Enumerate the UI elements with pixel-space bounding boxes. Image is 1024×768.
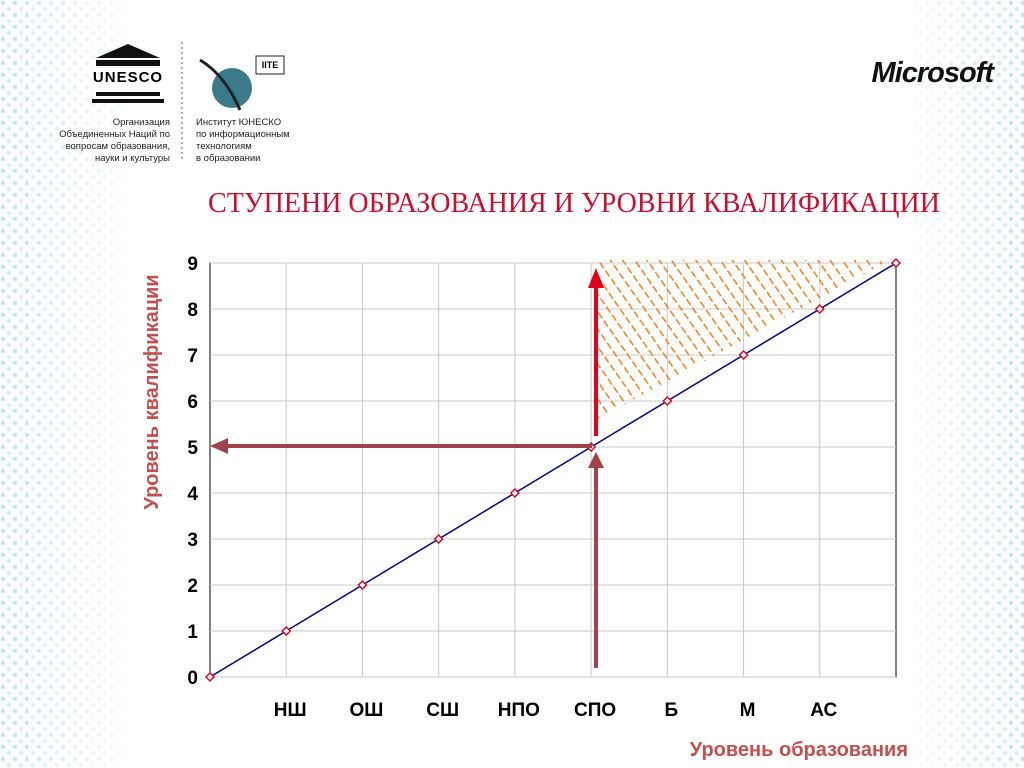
y-tick-label: 5 — [187, 438, 198, 459]
org-line: науки и культуры — [95, 153, 170, 164]
chart-title: СТУПЕНИ ОБРАЗОВАНИЯ И УРОВНИ КВАЛИФИКАЦИ… — [208, 188, 940, 219]
x-tick-label: М — [740, 700, 756, 721]
arrow-head — [588, 452, 604, 468]
y-tick-label: 9 — [187, 254, 198, 275]
x-tick-label: СШ — [426, 700, 459, 721]
point-marker — [281, 625, 292, 637]
org-line: технологиям — [196, 141, 252, 152]
annotations — [210, 260, 890, 668]
microsoft-logo: Microsoft — [872, 57, 996, 89]
series-line — [209, 262, 897, 678]
x-tick-label: НШ — [274, 700, 307, 721]
org-line: по информационным — [196, 129, 290, 140]
x-tick-label: Б — [665, 700, 679, 721]
y-tick-label: 3 — [187, 530, 198, 551]
x-tick-label: ОШ — [350, 700, 384, 721]
y-tick-label: 7 — [187, 346, 198, 367]
y-tick-label: 6 — [187, 392, 198, 413]
x-tick-label: СПО — [574, 700, 616, 721]
arrow-head — [210, 438, 228, 454]
x-tick-label: АС — [810, 700, 837, 721]
unesco-logo: UNESCO — [92, 44, 164, 103]
x-tick-label: НПО — [498, 700, 540, 721]
point-marker — [738, 349, 749, 361]
point-marker — [357, 579, 368, 591]
y-tick-label: 2 — [187, 576, 198, 597]
y-axis-label: Уровень квалификации — [141, 274, 163, 509]
y-tick-label: 0 — [187, 668, 198, 689]
point-marker — [662, 395, 673, 407]
x-axis-label: Уровень образования — [690, 739, 908, 761]
org-line: в образовании — [196, 153, 261, 164]
point-marker — [509, 487, 520, 499]
arrow-head — [588, 268, 604, 288]
point-marker — [204, 671, 216, 683]
unesco-text: UNESCO — [93, 69, 163, 86]
org-line: вопросам образования, — [66, 141, 170, 152]
y-tick-label: 4 — [187, 484, 198, 505]
org-line: Объединенных Наций по — [59, 129, 170, 140]
iite-text: IITE — [262, 60, 279, 70]
hatched-area — [596, 260, 890, 420]
org-line: Организация — [113, 117, 170, 128]
point-marker — [433, 533, 444, 545]
y-tick-label: 8 — [187, 300, 198, 321]
point-marker — [890, 257, 902, 269]
iite-logo: IITE — [199, 55, 285, 111]
y-tick-label: 1 — [187, 622, 198, 643]
point-marker — [814, 303, 825, 315]
org-line: Институт ЮНЕСКО — [196, 117, 281, 128]
